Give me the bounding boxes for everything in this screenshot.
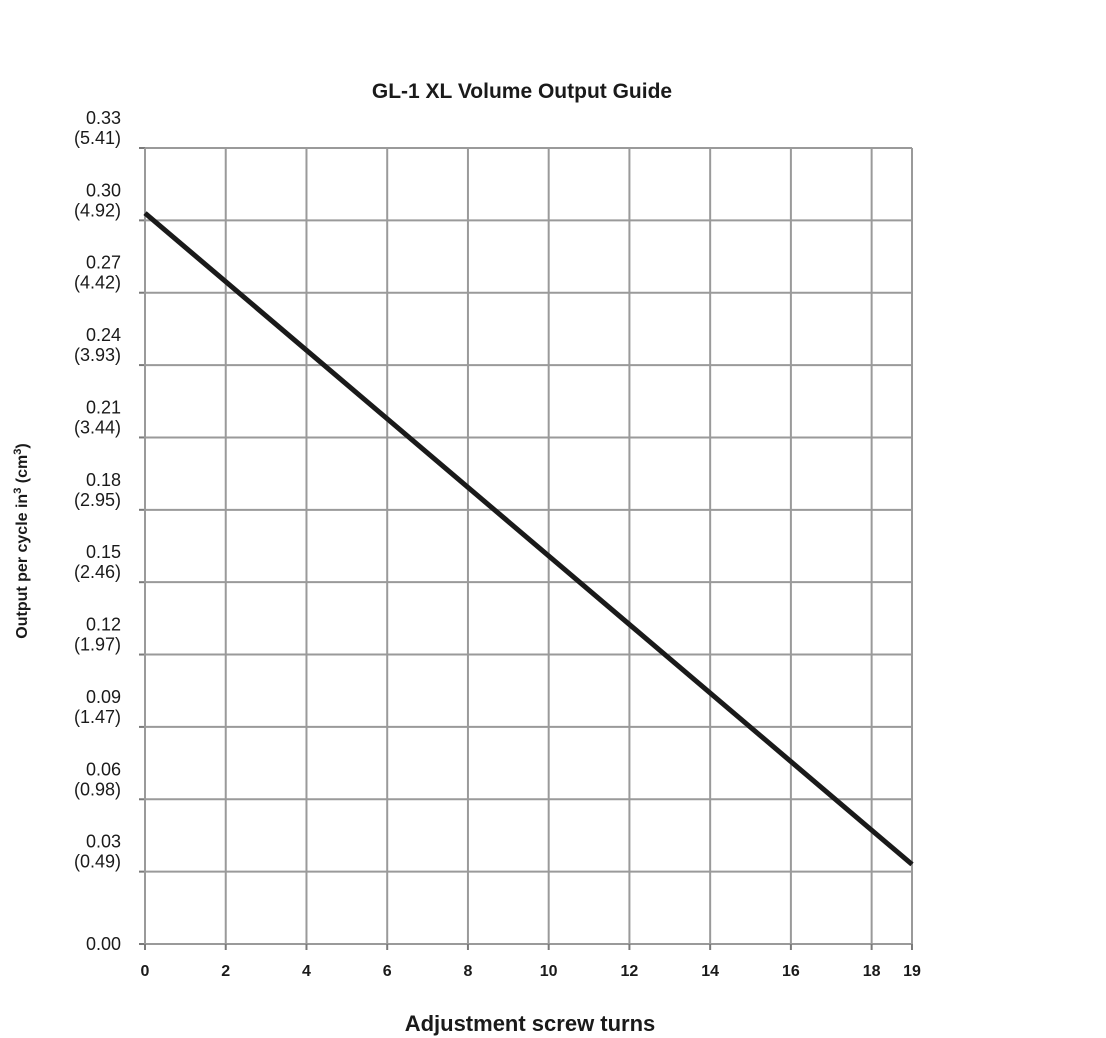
y-tick-label: 0.06 [86,759,121,779]
series-line [143,211,914,867]
y-axis-label-suffix: ) [14,443,31,448]
y-tick-label: 0.27 [86,253,121,273]
y-axis-label-prefix: Output per cycle in [14,494,31,639]
y-tick-sublabel: (0.98) [74,779,121,799]
y-tick-label: 0.24 [86,325,121,345]
x-tick-label: 4 [302,963,311,980]
y-axis-label: Output per cycle in3 (cm3) [12,443,31,638]
y-tick-sublabel: (2.46) [74,562,121,582]
axes [139,147,913,950]
y-tick-sublabel: (1.97) [74,635,121,655]
x-tick-label: 2 [221,963,230,980]
y-tick-label: 0.21 [86,397,121,417]
y-tick-sublabel: (5.41) [74,128,121,148]
y-tick-label: 0.30 [86,180,121,200]
x-tick-label: 6 [383,963,392,980]
y-axis-label-superscript: 3 [12,488,24,494]
y-tick-label: 0.00 [86,934,121,954]
y-tick-label: 0.15 [86,542,121,562]
x-tick-label: 8 [463,963,472,980]
y-tick-sublabel: (0.49) [74,852,121,872]
x-axis-label: Adjustment screw turns [405,1011,656,1036]
x-tick-label: 18 [863,963,881,980]
x-tick-label: 0 [141,963,150,980]
x-tick-label: 19 [903,963,921,980]
x-tick-label: 10 [540,963,558,980]
y-tick-sublabel: (4.92) [74,200,121,220]
y-tick-sublabel: (2.95) [74,490,121,510]
y-axis-label-superscript: 3 [12,449,24,455]
y-tick-label: 0.09 [86,687,121,707]
y-tick-label: 0.03 [86,832,121,852]
x-tick-label: 14 [701,963,719,980]
x-tick-label: 12 [621,963,639,980]
grid [145,147,913,944]
chart-title: GL-1 XL Volume Output Guide [372,80,672,103]
x-axis-ticks: 0 2 4 6 8 10 12 14 16 18 19 [141,963,921,980]
y-tick-sublabel: (1.47) [74,707,121,727]
y-tick-label: 0.12 [86,615,121,635]
series [143,211,914,867]
y-axis-ticks: 0.00 0.03(0.49) 0.06(0.98) 0.09(1.47) 0.12(1… [74,108,121,954]
y-tick-sublabel: (4.42) [74,273,121,293]
y-tick-sublabel: (3.44) [74,417,121,437]
y-tick-sublabel: (3.93) [74,345,121,365]
x-tick-label: 16 [782,963,800,980]
y-axis-label-middle: (cm [14,455,31,488]
y-tick-label: 0.18 [86,470,121,490]
y-tick-label: 0.33 [86,108,121,128]
